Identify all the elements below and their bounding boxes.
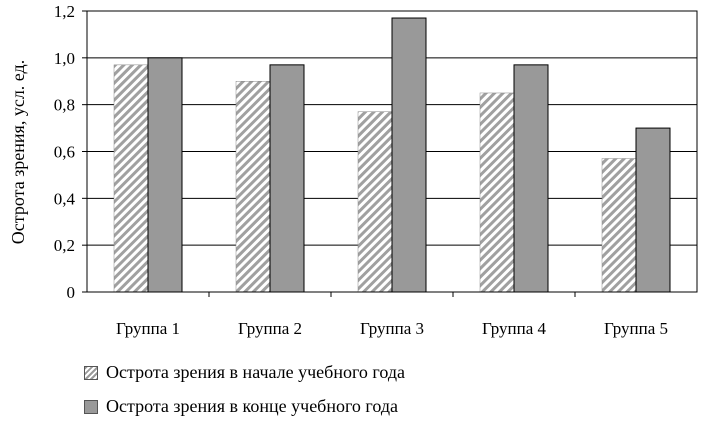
x-tick-label: Группа 4 [482,319,547,338]
y-tick-label: 0,6 [54,143,75,162]
x-tick-label: Группа 3 [360,319,424,338]
y-tick-label: 0,8 [54,96,75,115]
legend-swatch-solid [84,399,98,414]
bar-start-5 [601,158,637,293]
x-tick-labels: Группа 1 Группа 2 Группа 3 Группа 4 Группа 5 [116,319,668,338]
x-tick-label: Группа 2 [238,319,302,338]
y-tick-label: 1,2 [54,2,75,21]
y-tick-label: 0 [67,283,76,302]
x-tick-label: Группа 5 [604,319,668,338]
legend-label-start: Острота зрения в начале учебного года [106,362,405,382]
bar-end-5 [635,127,671,293]
x-tick-label: Группа 1 [116,319,180,338]
legend-item-start: Острота зрения в начале учебного года [84,362,405,383]
bars [113,17,671,293]
legend-item-end: Острота зрения в конце учебного года [84,396,398,417]
bar-start-4 [479,92,515,293]
y-tick-label: 0,4 [54,189,76,208]
y-axis-label: Острота зрения, усл. ед. [8,60,28,244]
y-tick-labels: 0 0,2 0,4 0,6 0,8 1,0 1,2 [54,2,76,302]
bar-end-1 [147,57,183,293]
bar-end-2 [269,64,305,293]
axes [82,10,698,297]
bar-start-3 [357,111,393,293]
legend-swatch-hatched [84,365,98,380]
y-tick-label: 1,0 [54,49,75,68]
bar-end-3 [391,17,427,293]
bar-start-2 [235,81,271,293]
y-tick-label: 0,2 [54,236,75,255]
legend-label-end: Острота зрения в конце учебного года [106,396,398,416]
bar-end-4 [513,64,549,293]
bar-start-1 [113,64,149,293]
